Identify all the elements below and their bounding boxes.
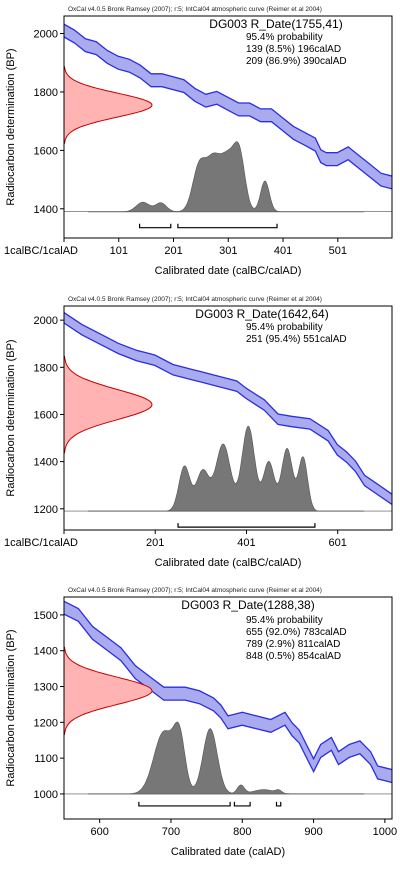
y-tick-label: 1000 (34, 789, 58, 801)
y-tick-label: 1300 (34, 682, 58, 694)
calibration-curve-upper (64, 600, 392, 771)
x-tick-label: 201 (164, 245, 182, 257)
probability-range-text: 139 (8.5%) 196calAD (246, 44, 341, 55)
x-tick-label: 800 (233, 826, 251, 838)
x-axis-title: Calibrated date (calBC/calAD) (155, 265, 302, 277)
calibration-curve-lower (64, 613, 392, 784)
y-tick-label: 1200 (34, 504, 58, 516)
radiocarbon-date-distribution (64, 646, 153, 735)
x-tick-label: 900 (304, 826, 322, 838)
calibration-curve-lower (64, 36, 392, 190)
y-tick-label: 1200 (34, 717, 58, 729)
calibration-chart: 1400 1600 1800 2000 1calBC/1calAD 101 201 301 40… (4, 6, 393, 277)
x-tick-label: 1000 (373, 826, 397, 838)
oxcal-header: OxCal v4.0.5 Bronk Ramsey (2007); r:5; I… (68, 6, 322, 13)
y-tick-label: 1800 (34, 362, 58, 374)
x-tick-label: 1calBC/1calAD (4, 245, 78, 257)
calibration-panel-3: 1000 1100 1200 1300 1400 1500 600 700 800 900 1000… (0, 582, 400, 873)
probability-range-bracket (275, 801, 282, 807)
plot-area (64, 597, 392, 819)
oxcal-header: OxCal v4.0.5 Bronk Ramsey (2007); r:5; I… (68, 296, 322, 303)
probability-heading: 95.4% probability (246, 32, 323, 43)
calibration-curve-upper (64, 23, 392, 177)
probability-range-bracket (177, 223, 278, 229)
y-tick-label: 1400 (34, 204, 58, 216)
y-axis-title: Radiocarbon determination (BP) (5, 339, 17, 496)
calibration-panel-2: 1200 1400 1600 1800 2000 1calBC/1calAD 201 401 6… (0, 290, 400, 582)
probability-range-text: 789 (2.9%) 811calAD (246, 639, 340, 650)
y-tick-label: 2000 (34, 315, 58, 327)
oxcal-header: OxCal v4.0.5 Bronk Ramsey (2007); r:5; I… (68, 587, 322, 594)
chart-title: DG003 R_Date(1288,38) (181, 598, 314, 612)
probability-range-bracket (138, 223, 172, 229)
probability-heading: 95.4% probability (246, 322, 323, 333)
plot-frame (63, 596, 393, 820)
x-tick-label: 501 (329, 245, 347, 257)
chart-title: DG003 R_Date(1755,41) (209, 17, 342, 31)
radiocarbon-date-distribution (64, 355, 153, 454)
x-tick-label: 601 (329, 537, 347, 549)
y-tick-label: 1400 (34, 457, 58, 469)
probability-range-text: 251 (95.4%) 551calAD (246, 334, 347, 345)
x-tick-label: 101 (110, 245, 128, 257)
y-tick-label: 2000 (34, 29, 58, 41)
calibration-curve-upper (64, 312, 392, 495)
probability-range-text: 848 (0.5%) 854calAD (246, 651, 341, 662)
y-axis-title: Radiocarbon determination (BP) (5, 48, 17, 205)
probability-range-text: 209 (86.9%) 390calAD (246, 56, 347, 67)
x-tick-label: 201 (146, 537, 164, 549)
y-tick-label: 1400 (34, 646, 58, 658)
y-tick-label: 1100 (34, 753, 58, 765)
y-tick-label: 1500 (34, 610, 58, 622)
calibration-curve-band (64, 312, 392, 505)
calibration-panel-1: 1400 1600 1800 2000 1calBC/1calAD 101 201 301 40… (0, 0, 400, 290)
x-tick-label: 700 (162, 826, 180, 838)
x-axis-title: Calibrated date (calBC/calAD) (155, 557, 302, 569)
x-tick-label: 1calBC/1calAD (4, 537, 78, 549)
probability-range-bracket (233, 801, 251, 807)
y-tick-label: 1600 (34, 145, 58, 157)
calibration-chart: 1200 1400 1600 1800 2000 1calBC/1calAD 201 401 6… (4, 296, 393, 569)
chart-title: DG003 R_Date(1642,64) (195, 307, 328, 321)
calibration-chart: 1000 1100 1200 1300 1400 1500 600 700 800 900 1000… (5, 587, 397, 858)
probability-range-bracket (138, 801, 231, 807)
x-tick-label: 401 (237, 537, 255, 549)
x-axis-title: Calibrated date (calAD) (171, 846, 285, 858)
probability-heading: 95.4% probability (246, 615, 323, 626)
radiocarbon-date-distribution (64, 66, 153, 144)
y-axis-title: Radiocarbon determination (BP) (5, 629, 17, 786)
y-tick-label: 1800 (34, 87, 58, 99)
calibration-curve-lower (64, 322, 392, 506)
probability-range-bracket (177, 523, 316, 528)
x-tick-label: 401 (274, 245, 292, 257)
y-tick-label: 1600 (34, 409, 58, 421)
plot-frame (63, 305, 393, 531)
x-tick-label: 301 (219, 245, 237, 257)
probability-range-text: 655 (92.0%) 783calAD (246, 627, 347, 638)
x-tick-label: 600 (90, 826, 108, 838)
